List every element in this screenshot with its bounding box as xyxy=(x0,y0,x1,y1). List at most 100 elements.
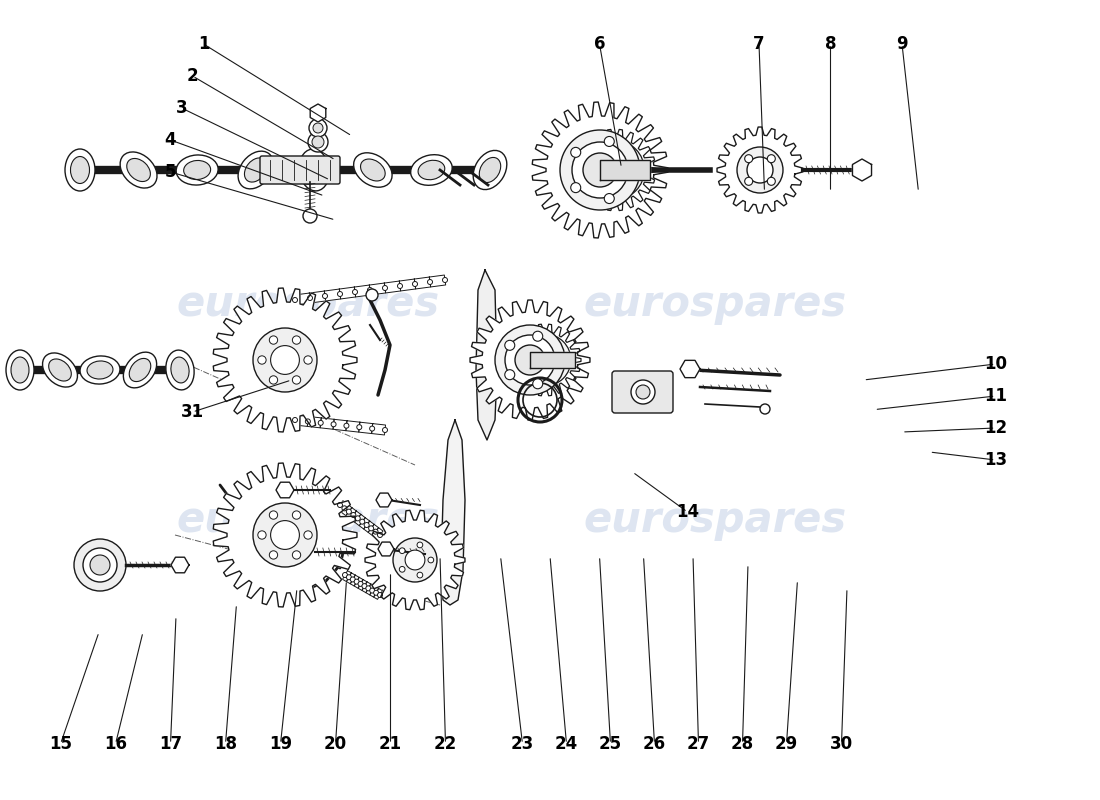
Circle shape xyxy=(377,533,383,538)
Polygon shape xyxy=(345,508,356,519)
Circle shape xyxy=(346,509,351,514)
Circle shape xyxy=(342,506,346,511)
Circle shape xyxy=(585,141,645,199)
Text: 24: 24 xyxy=(554,735,579,753)
Circle shape xyxy=(560,130,640,210)
Ellipse shape xyxy=(166,350,194,390)
Circle shape xyxy=(495,325,565,395)
Polygon shape xyxy=(354,578,363,588)
Polygon shape xyxy=(509,324,581,396)
Circle shape xyxy=(532,331,542,342)
Circle shape xyxy=(312,136,324,148)
Ellipse shape xyxy=(80,356,120,384)
Text: 20: 20 xyxy=(323,735,348,753)
Text: 28: 28 xyxy=(730,735,755,753)
Ellipse shape xyxy=(65,149,95,191)
Ellipse shape xyxy=(126,158,151,182)
Polygon shape xyxy=(341,504,352,516)
Text: 27: 27 xyxy=(686,735,711,753)
Polygon shape xyxy=(350,575,359,586)
Ellipse shape xyxy=(48,359,72,381)
Polygon shape xyxy=(354,285,371,297)
Polygon shape xyxy=(337,501,348,512)
Polygon shape xyxy=(346,573,355,584)
Circle shape xyxy=(308,132,328,152)
Text: 10: 10 xyxy=(984,355,1006,373)
Text: 31: 31 xyxy=(180,403,205,421)
Text: 25: 25 xyxy=(598,735,623,753)
Circle shape xyxy=(383,427,387,433)
Polygon shape xyxy=(355,514,365,526)
Polygon shape xyxy=(362,582,371,593)
Circle shape xyxy=(399,548,405,554)
Circle shape xyxy=(271,521,299,550)
Text: 9: 9 xyxy=(896,35,907,53)
Polygon shape xyxy=(310,104,326,122)
Polygon shape xyxy=(470,300,590,420)
Circle shape xyxy=(366,586,371,591)
Circle shape xyxy=(270,376,277,384)
Circle shape xyxy=(631,380,654,404)
Polygon shape xyxy=(324,289,341,301)
Circle shape xyxy=(625,165,635,175)
Circle shape xyxy=(368,526,374,531)
Circle shape xyxy=(359,582,363,586)
Circle shape xyxy=(370,426,375,431)
Circle shape xyxy=(370,588,375,593)
Circle shape xyxy=(257,531,266,539)
Polygon shape xyxy=(309,291,326,303)
Circle shape xyxy=(366,289,378,301)
Circle shape xyxy=(505,335,556,385)
Text: 14: 14 xyxy=(675,503,700,521)
Text: 3: 3 xyxy=(176,99,187,117)
Ellipse shape xyxy=(361,159,385,181)
Circle shape xyxy=(360,519,365,524)
Circle shape xyxy=(737,147,783,193)
Circle shape xyxy=(304,356,312,364)
Circle shape xyxy=(293,376,300,384)
Polygon shape xyxy=(276,482,294,498)
Ellipse shape xyxy=(123,352,156,388)
Circle shape xyxy=(604,137,614,146)
Polygon shape xyxy=(532,102,668,238)
Circle shape xyxy=(318,420,323,426)
Text: 23: 23 xyxy=(510,735,535,753)
Text: 19: 19 xyxy=(268,735,293,753)
Text: 12: 12 xyxy=(983,419,1008,437)
Circle shape xyxy=(338,291,342,297)
Ellipse shape xyxy=(120,152,157,188)
Text: eurospares: eurospares xyxy=(583,283,847,325)
Circle shape xyxy=(270,550,277,559)
Text: 11: 11 xyxy=(984,387,1006,405)
Text: 1: 1 xyxy=(198,35,209,53)
Polygon shape xyxy=(399,279,416,291)
Ellipse shape xyxy=(244,158,267,182)
Circle shape xyxy=(397,283,403,289)
Polygon shape xyxy=(370,586,378,597)
FancyBboxPatch shape xyxy=(612,371,673,413)
Text: eurospares: eurospares xyxy=(583,499,847,541)
Circle shape xyxy=(338,502,342,507)
Polygon shape xyxy=(680,360,700,378)
Polygon shape xyxy=(376,493,392,507)
Text: 26: 26 xyxy=(642,735,667,753)
Polygon shape xyxy=(384,281,400,293)
Circle shape xyxy=(442,278,448,282)
Circle shape xyxy=(302,209,317,223)
Circle shape xyxy=(293,298,297,302)
Circle shape xyxy=(405,550,425,570)
Ellipse shape xyxy=(353,153,392,187)
Circle shape xyxy=(519,334,571,386)
Ellipse shape xyxy=(473,150,507,190)
Text: 5: 5 xyxy=(165,163,176,181)
Circle shape xyxy=(604,194,614,203)
Text: 13: 13 xyxy=(983,451,1008,469)
Text: 29: 29 xyxy=(774,735,799,753)
Polygon shape xyxy=(365,510,465,610)
Circle shape xyxy=(304,531,312,539)
Polygon shape xyxy=(170,558,189,573)
Circle shape xyxy=(257,356,266,364)
Text: eurospares: eurospares xyxy=(176,499,440,541)
Circle shape xyxy=(747,157,773,183)
Ellipse shape xyxy=(410,154,452,186)
